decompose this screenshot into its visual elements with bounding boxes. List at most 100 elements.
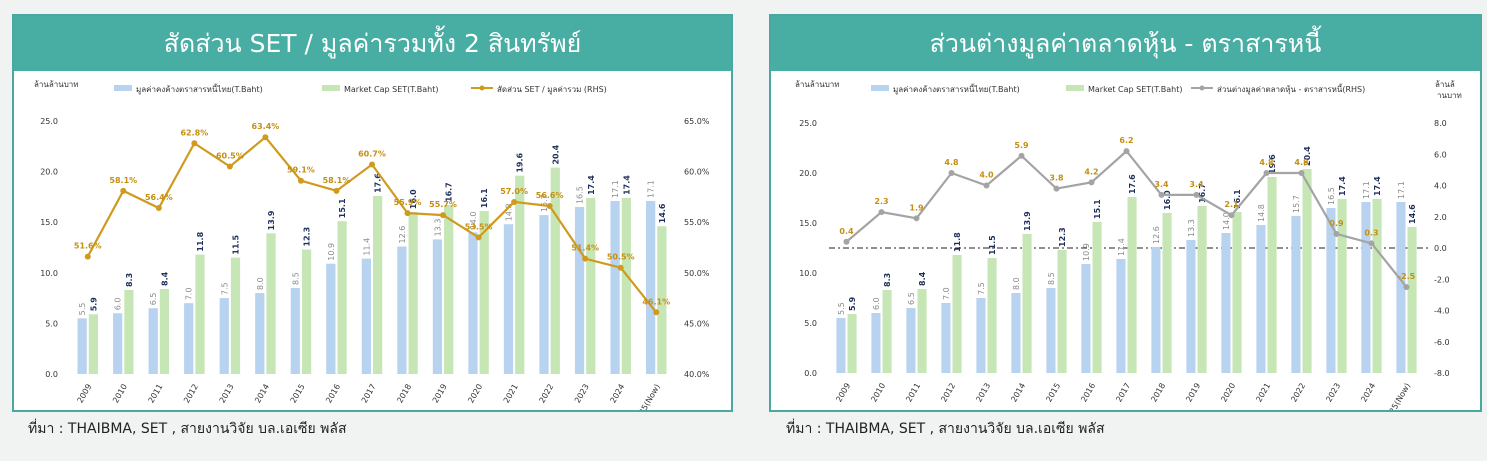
- x-tick-label: 2025(Now): [1382, 382, 1412, 411]
- line-point: [262, 134, 269, 141]
- bar-label-bond: 15.7: [540, 194, 549, 212]
- bar-bond: [255, 293, 265, 374]
- bar-set: [1092, 222, 1102, 373]
- bar-label-set: 19.6: [1268, 154, 1277, 174]
- bar-bond: [1221, 233, 1231, 373]
- x-tick-label: 2015: [1044, 382, 1062, 404]
- bar-label-bond: 14.0: [469, 212, 478, 230]
- y2-tick-label: -4.0: [1434, 307, 1450, 316]
- y2-tick-label: -2.0: [1434, 275, 1450, 284]
- bar-bond: [1011, 293, 1021, 373]
- bar-bond: [610, 200, 620, 374]
- bar-label-bond: 15.7: [1292, 195, 1301, 213]
- x-tick-label: 2010: [869, 382, 887, 404]
- line-point-label: 55.7%: [429, 200, 457, 209]
- bar-label-bond: 6.0: [872, 297, 881, 310]
- bar-label-set: 16.1: [1233, 189, 1242, 209]
- line-point-label: 4.0: [979, 171, 994, 180]
- y-tick-label: 20.0: [40, 168, 58, 177]
- bar-bond: [1186, 240, 1196, 373]
- bar-label-bond: 6.5: [907, 292, 916, 305]
- bar-bond: [871, 313, 881, 373]
- x-tick-label: 2013: [218, 383, 236, 405]
- x-tick-label: 2014: [253, 383, 271, 405]
- bar-bond: [1081, 264, 1091, 373]
- x-tick-label: 2012: [182, 383, 200, 405]
- line-series: [845, 149, 1408, 288]
- y2-axis-label: ล้านล้: [1435, 80, 1455, 89]
- chart-panel-set-share: สัดส่วน SET / มูลค่ารวมทั้ง 2 สินทรัพย์ …: [12, 14, 733, 412]
- bar-label-set: 5.9: [848, 296, 857, 311]
- bar-bond: [645, 200, 656, 374]
- line-point-label: 55.9%: [394, 198, 422, 207]
- y-tick-label: 25.0: [799, 119, 817, 128]
- legend-swatch-marker: [479, 85, 485, 91]
- line-point-label: 1.9: [909, 203, 924, 212]
- x-tick-label: 2018: [395, 383, 413, 405]
- x-tick-label: 2009: [76, 383, 94, 405]
- bar-label-bond: 17.1: [1362, 181, 1371, 199]
- bar-set: [1057, 250, 1067, 373]
- line-point-label: -2.5: [1398, 272, 1416, 281]
- bar-set: [917, 289, 927, 373]
- line-point: [1123, 148, 1130, 155]
- bar-bond: [1256, 225, 1266, 373]
- bar-bond: [1046, 288, 1056, 373]
- bar-label-bond: 8.0: [1012, 277, 1021, 290]
- x-tick-label: 2011: [904, 382, 922, 404]
- line-point: [1403, 284, 1410, 291]
- line-point-label: 59.1%: [287, 166, 315, 175]
- legend-label-set: Market Cap SET(T.Baht): [1088, 85, 1183, 94]
- line-point: [878, 209, 885, 216]
- y2-tick-label: 50.0%: [684, 269, 710, 278]
- x-tick-label: 2021: [1254, 382, 1272, 404]
- bar-set: [1372, 199, 1382, 373]
- line-point: [440, 212, 447, 219]
- bar-bond: [219, 298, 229, 374]
- bar-label-bond: 5.5: [78, 303, 87, 316]
- line-point: [582, 255, 589, 262]
- bar-label-set: 8.4: [160, 271, 169, 286]
- line-point-label: 6.2: [1119, 136, 1133, 145]
- line-point: [1298, 170, 1305, 176]
- y2-tick-label: 2.0: [1434, 213, 1447, 222]
- line-point: [155, 205, 162, 212]
- y-tick-label: 25.0: [40, 117, 58, 126]
- line-point-label: 56.6%: [536, 191, 564, 200]
- line-point-label: 4.2: [1084, 167, 1098, 176]
- bar-bond: [1151, 247, 1161, 373]
- line-point-label: 60.7%: [358, 150, 386, 159]
- bar-label-bond: 6.5: [149, 292, 158, 305]
- bar-bond: [574, 207, 585, 374]
- bar-label-bond: 6.0: [114, 298, 123, 311]
- legend-label-bond: มูลค่าคงค้างตราสารหนี้ไทย(T.Baht): [893, 83, 1020, 95]
- legend-swatch-marker: [1199, 85, 1205, 91]
- bar-label-bond: 11.4: [1117, 238, 1126, 256]
- bar-label-bond: 8.0: [256, 277, 265, 290]
- bar-set: [408, 212, 418, 374]
- line-point: [1018, 152, 1025, 159]
- bar-label-set: 11.8: [196, 231, 205, 251]
- legend-label-set: Market Cap SET(T.Baht): [344, 85, 439, 94]
- y-tick-label: 10.0: [799, 269, 817, 278]
- bar-label-set: 5.9: [89, 297, 98, 312]
- bar-label-set: 8.4: [918, 271, 927, 286]
- line-point-label: 46.1%: [642, 297, 670, 306]
- line-point-label: 60.5%: [216, 152, 244, 161]
- bar-set: [1022, 234, 1032, 373]
- legend-swatch-bond: [114, 85, 132, 91]
- x-tick-label: 2020: [1219, 382, 1237, 404]
- bar-set: [1162, 213, 1172, 373]
- legend-swatch-bond: [871, 85, 889, 91]
- y2-tick-label: 65.0%: [684, 117, 710, 126]
- bar-label-bond: 7.5: [977, 282, 986, 295]
- bar-set: [195, 254, 205, 374]
- bar-bond: [836, 318, 846, 373]
- bar-label-bond: 10.9: [1082, 243, 1091, 261]
- chart-title: สัดส่วน SET / มูลค่ารวมทั้ง 2 สินทรัพย์: [14, 16, 731, 71]
- y-tick-label: 20.0: [799, 169, 817, 178]
- source-note-right: ที่มา : THAIBMA, SET , สายงานวิจัย บล.เอ…: [786, 421, 1105, 437]
- bar-label-set: 16.0: [1163, 190, 1172, 210]
- line-point-label: 0.4: [839, 227, 854, 236]
- bar-label-bond: 5.5: [837, 302, 846, 315]
